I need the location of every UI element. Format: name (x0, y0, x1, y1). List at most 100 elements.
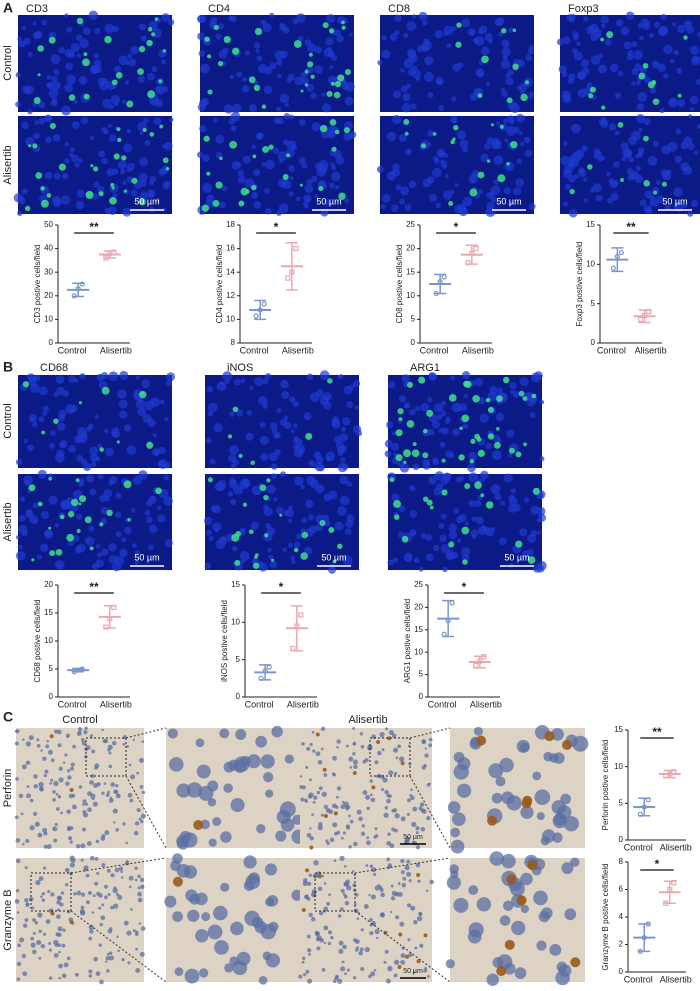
nucleus (393, 973, 398, 978)
nucleus (172, 911, 183, 922)
nucleus (627, 49, 634, 57)
nucleus (168, 117, 174, 122)
significance-label: ** (89, 220, 99, 234)
positive-cell (334, 129, 340, 135)
nucleus (67, 775, 72, 780)
nucleus (81, 740, 87, 746)
nucleus (266, 526, 276, 536)
nucleus (219, 201, 226, 209)
nucleus (457, 783, 472, 798)
nucleus (38, 386, 48, 396)
nucleus (254, 376, 264, 386)
nucleus (16, 961, 22, 967)
nucleus (275, 506, 284, 514)
nucleus (230, 125, 237, 132)
nucleus (110, 905, 114, 910)
nucleus (407, 938, 411, 942)
positive-cell (271, 558, 275, 562)
nucleus (323, 906, 329, 912)
nucleus (111, 168, 119, 175)
nucleus (649, 33, 654, 39)
positive-cell (206, 171, 211, 176)
nucleus (18, 40, 26, 48)
positive-cell (418, 376, 426, 384)
nucleus (586, 25, 596, 36)
positive-cell (235, 530, 242, 537)
positive-cell (544, 731, 555, 742)
positive-cell (93, 166, 99, 172)
nucleus (371, 867, 377, 873)
nucleus (462, 196, 473, 207)
nucleus (300, 71, 307, 78)
nucleus (310, 92, 317, 99)
nucleus (44, 769, 49, 774)
nucleus (645, 207, 653, 214)
nucleus (58, 47, 65, 54)
error-bar (473, 655, 486, 669)
positive-cell (490, 123, 495, 127)
positive-cell (412, 442, 417, 447)
nucleus (507, 102, 515, 109)
nucleus (408, 180, 417, 189)
positive-cell (463, 380, 470, 388)
nucleus (114, 867, 120, 873)
nucleus (292, 444, 299, 450)
nucleus (410, 795, 415, 801)
nucleus (490, 484, 501, 495)
nucleus (101, 791, 105, 795)
y-tick-label: 5 (419, 670, 424, 679)
positive-cell (587, 164, 593, 170)
positive-cell (464, 483, 471, 490)
nucleus (358, 816, 363, 822)
positive-cell (49, 550, 56, 557)
nucleus (48, 495, 58, 505)
nucleus (101, 833, 106, 838)
nucleus (98, 943, 102, 947)
nucleus (323, 773, 328, 777)
y-axis-label: CD3 postive cells/field (33, 245, 42, 324)
nucleus (232, 960, 248, 976)
nucleus (115, 892, 120, 897)
nucleus (468, 499, 476, 508)
nucleus (293, 435, 299, 441)
positive-cell (423, 933, 428, 938)
nucleus (326, 841, 330, 846)
nucleus (127, 162, 135, 171)
nucleus (135, 375, 140, 380)
scale-bar-label: 50 µm (662, 196, 687, 206)
nucleus (356, 917, 360, 920)
nucleus (29, 514, 39, 525)
nucleus (41, 19, 48, 26)
nucleus (256, 823, 266, 834)
nucleus (448, 523, 458, 533)
nucleus (424, 747, 428, 750)
nucleus (124, 80, 130, 85)
nucleus (300, 484, 305, 490)
nucleus (334, 521, 344, 531)
nucleus (53, 391, 60, 398)
nucleus (337, 978, 343, 984)
positive-cell (207, 54, 212, 59)
nucleus (164, 538, 173, 548)
nucleus (138, 172, 148, 183)
micrograph (164, 853, 303, 985)
nucleus (335, 185, 340, 190)
nucleus (137, 75, 146, 83)
nucleus (99, 979, 104, 985)
positive-cell (481, 55, 489, 64)
nucleus (80, 892, 86, 897)
nucleus (220, 831, 232, 843)
nucleus (345, 519, 354, 528)
nucleus (48, 976, 53, 980)
nucleus (30, 417, 35, 422)
positive-cell (139, 390, 147, 399)
nucleus (468, 922, 484, 938)
nucleus (439, 441, 446, 448)
nucleus (333, 859, 337, 862)
nucleus (32, 918, 37, 922)
nucleus (311, 731, 315, 734)
positive-cell (506, 162, 510, 166)
nucleus (244, 910, 260, 927)
positive-cell (48, 476, 53, 481)
nucleus (365, 864, 369, 867)
